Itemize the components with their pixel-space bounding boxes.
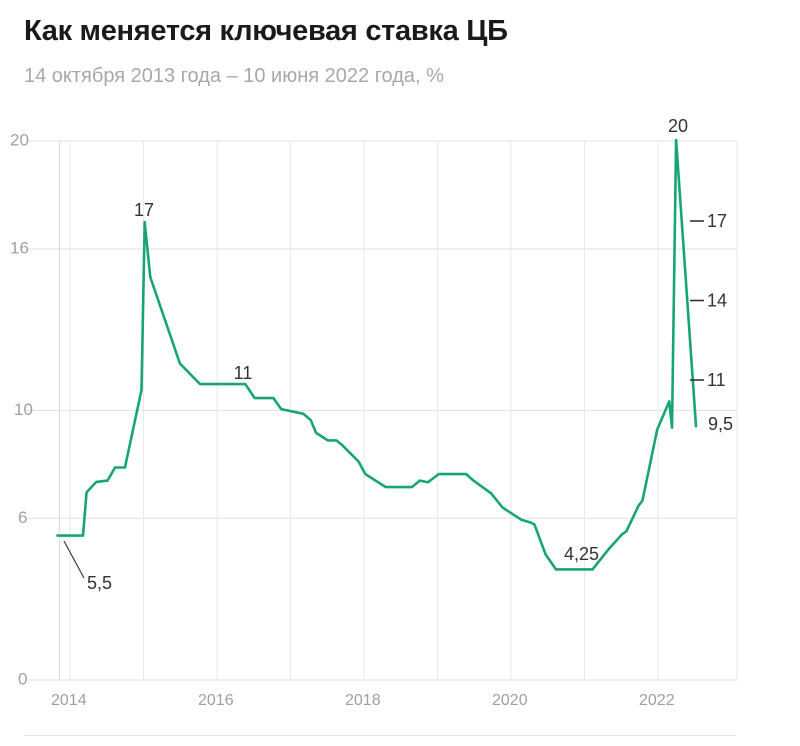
svg-text:2014: 2014 — [51, 692, 87, 709]
svg-text:0: 0 — [18, 670, 27, 689]
svg-text:11: 11 — [707, 370, 726, 390]
svg-text:14: 14 — [707, 291, 727, 311]
svg-text:20: 20 — [668, 116, 688, 136]
svg-text:9,5: 9,5 — [708, 414, 733, 434]
svg-text:2022: 2022 — [639, 692, 675, 709]
svg-text:10: 10 — [14, 400, 33, 419]
svg-text:2020: 2020 — [492, 692, 528, 709]
svg-text:4,25: 4,25 — [564, 544, 599, 564]
svg-text:11: 11 — [234, 363, 253, 383]
svg-text:2016: 2016 — [198, 692, 234, 709]
svg-text:17: 17 — [134, 200, 154, 220]
svg-text:20: 20 — [10, 131, 29, 150]
svg-text:2018: 2018 — [345, 692, 381, 709]
svg-text:17: 17 — [707, 211, 727, 231]
svg-text:16: 16 — [10, 239, 29, 258]
svg-text:6: 6 — [18, 508, 27, 527]
svg-text:5,5: 5,5 — [87, 573, 112, 593]
